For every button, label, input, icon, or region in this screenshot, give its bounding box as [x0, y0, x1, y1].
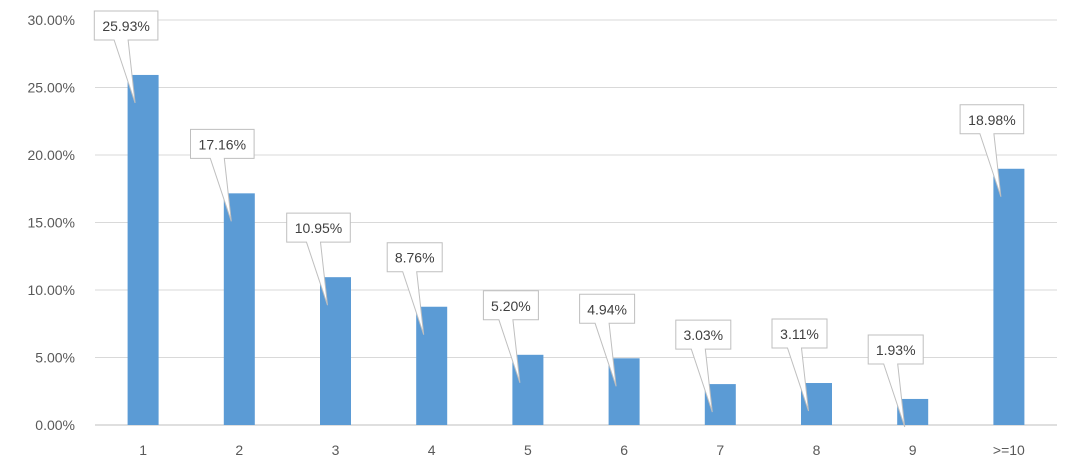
- y-axis-ticks: 0.00% 5.00% 10.00% 15.00% 20.00% 25.00% 30.00%: [28, 12, 75, 433]
- bar: [127, 74, 159, 425]
- data-label: 18.98%: [968, 112, 1015, 128]
- bar: [223, 193, 255, 425]
- x-tick-label: 8: [813, 442, 821, 458]
- x-tick-label: 6: [620, 442, 628, 458]
- callout-box: [675, 319, 732, 413]
- y-tick-label: 0.00%: [35, 417, 75, 433]
- x-tick-label: 1: [139, 442, 147, 458]
- data-label: 5.20%: [491, 298, 531, 314]
- data-label: 17.16%: [199, 136, 246, 152]
- data-label-callout: 4.94%: [579, 293, 636, 387]
- callout-box: [579, 293, 636, 387]
- data-label: 8.76%: [395, 250, 435, 266]
- data-label: 3.11%: [780, 326, 819, 342]
- callout-box: [93, 10, 159, 104]
- data-label-callout: 3.11%: [771, 318, 828, 412]
- callout-box: [482, 290, 539, 383]
- data-label-callout: 3.03%: [675, 319, 732, 413]
- data-label-callout: 10.95%: [286, 212, 351, 306]
- x-tick-label: 7: [716, 442, 724, 458]
- x-tick-label: >=10: [993, 442, 1025, 458]
- x-tick-label: 9: [909, 442, 917, 458]
- x-tick-label: 5: [524, 442, 532, 458]
- callout-box: [386, 242, 443, 335]
- data-label-callout: 18.98%: [959, 104, 1025, 197]
- data-label-callout: 8.76%: [386, 242, 443, 335]
- bar: [320, 277, 351, 425]
- gridlines: [95, 19, 1057, 426]
- y-tick-label: 5.00%: [35, 350, 75, 366]
- data-label: 1.93%: [876, 342, 916, 358]
- data-label-callout: 5.20%: [482, 290, 539, 383]
- data-labels: 25.93% 17.16% 10.95% 8.76% 5.20% 4.94% 3.03% 3.…: [93, 10, 1025, 428]
- x-tick-label: 4: [428, 442, 436, 458]
- x-axis-ticks: 1 2 3 4 5 6 7 8 9 >=10: [139, 442, 1025, 458]
- y-tick-label: 10.00%: [28, 282, 75, 298]
- data-label-callout: 1.93%: [867, 334, 924, 428]
- data-label-callout: 17.16%: [190, 128, 255, 222]
- callout-box: [959, 104, 1025, 197]
- data-label: 10.95%: [295, 220, 342, 236]
- bar: [993, 168, 1025, 425]
- y-tick-label: 30.00%: [28, 12, 75, 28]
- y-tick-label: 25.00%: [28, 80, 75, 96]
- y-tick-label: 20.00%: [28, 147, 75, 163]
- callout-box: [286, 212, 351, 306]
- data-label: 4.94%: [587, 301, 627, 317]
- x-tick-label: 3: [332, 442, 340, 458]
- y-tick-label: 15.00%: [28, 215, 75, 231]
- x-tick-label: 2: [235, 442, 243, 458]
- callout-box: [190, 128, 255, 222]
- data-label-callout: 25.93%: [93, 10, 159, 104]
- data-label: 25.93%: [102, 18, 149, 34]
- callout-box: [771, 318, 828, 412]
- data-label: 3.03%: [683, 327, 723, 343]
- callout-box: [867, 334, 924, 428]
- bars: [127, 74, 1025, 425]
